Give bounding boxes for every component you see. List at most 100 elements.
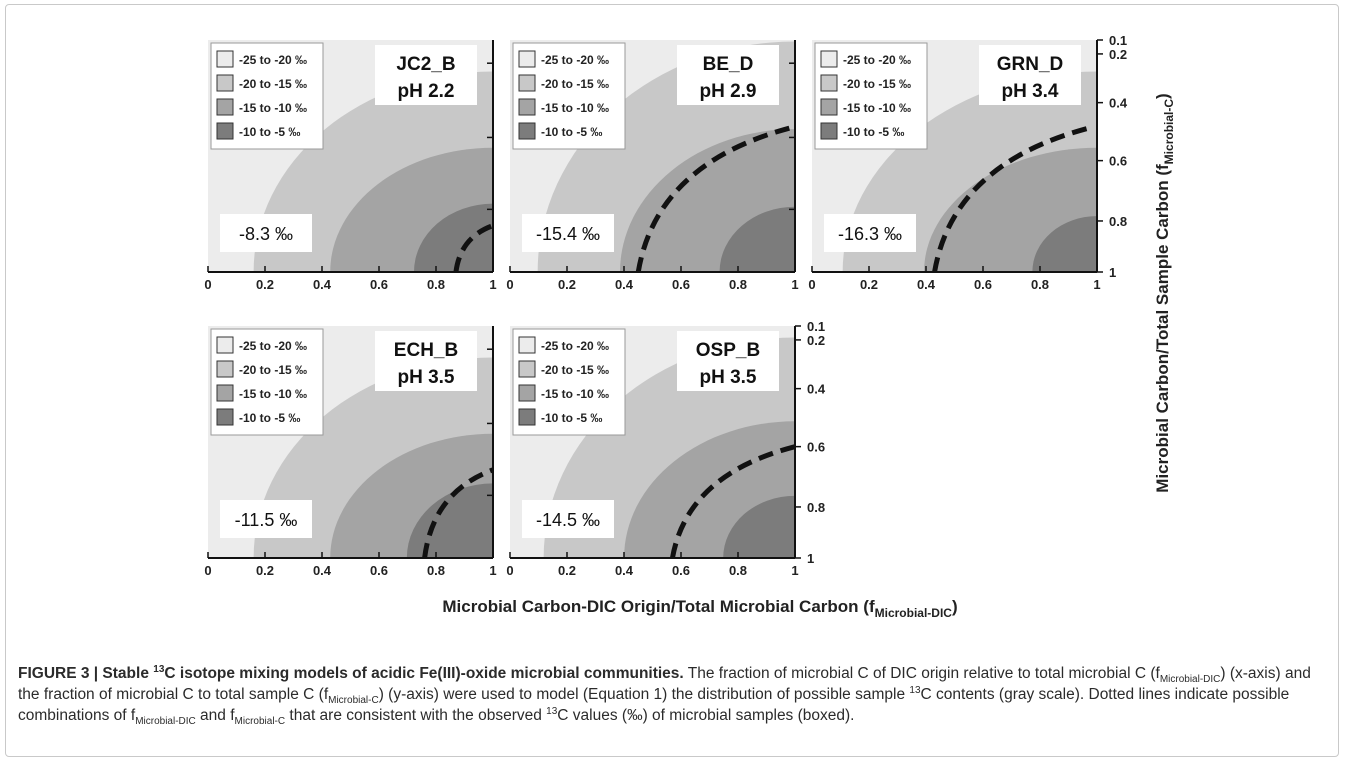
x-tick-label: 0.6 [672, 277, 690, 292]
contour-band [723, 495, 795, 558]
legend-label: -15 to -10 ‰ [541, 387, 609, 401]
y-tick-label: 0.1 [807, 319, 825, 334]
observed-value-box [220, 214, 312, 252]
x-tick-label: 0.4 [313, 277, 332, 292]
caption-sup-2: 13 [909, 684, 921, 696]
legend-swatch [216, 98, 234, 116]
caption-title: C isotope mixing models of acidic Fe(III… [164, 665, 684, 682]
legend-swatch [216, 74, 234, 92]
x-tick-label: 1 [791, 277, 798, 292]
legend-swatch [518, 50, 536, 68]
contour-band [414, 203, 493, 272]
legend-swatch [518, 336, 536, 354]
x-tick-label: 1 [1093, 277, 1100, 292]
x-axis-title-close: ) [952, 597, 958, 616]
legend-label: -10 to -5 ‰ [541, 411, 602, 425]
ph-label: pH 3.5 [397, 367, 454, 388]
x-tick-label: 0 [204, 563, 211, 578]
y-axis-title-sub: Microbial-C [1162, 99, 1176, 165]
legend-label: -10 to -5 ‰ [843, 125, 904, 139]
legend-swatch [518, 384, 536, 402]
y-tick-label: 1 [807, 551, 814, 566]
legend-label: -20 to -15 ‰ [541, 77, 609, 91]
caption-sub-4: Microbial-C [234, 716, 286, 728]
ph-label: pH 2.2 [397, 81, 454, 102]
x-tick-label: 0.4 [615, 563, 634, 578]
observed-value-label: -8.3 ‰ [239, 224, 293, 244]
legend: -25 to -20 ‰ -20 to -15 ‰ -15 to -10 ‰ -10 … [814, 42, 928, 150]
figure-svg: 0 0.2 0.4 0.6 0.8 1 -25 to -20 ‰ -20 to -15 ‰ -1… [204, 33, 1176, 620]
x-tick-label: 0.8 [427, 563, 445, 578]
site-label: BE_D [703, 54, 754, 75]
legend-swatch [216, 50, 234, 68]
caption-text-5: and f [195, 707, 235, 724]
observed-value-box [824, 214, 916, 252]
observed-dashed-line [932, 125, 1090, 272]
caption-sub-2: Microbial-C [328, 695, 379, 707]
caption-sup-13: 13 [153, 663, 165, 675]
x-tick-label: 0.8 [729, 563, 747, 578]
legend-label: -15 to -10 ‰ [843, 101, 911, 115]
x-tick-label: 0.2 [256, 563, 274, 578]
legend-swatch [518, 98, 536, 116]
x-tick-label: 0.6 [370, 277, 388, 292]
contour-band [719, 206, 795, 272]
y-tick-label: 0.8 [807, 500, 825, 515]
caption-sub-1: Microbial-DIC [1159, 674, 1221, 686]
site-label: JC2_B [396, 54, 455, 75]
x-tick-label: 0.6 [974, 277, 992, 292]
y-tick-label: 0.8 [1109, 214, 1127, 229]
site-label-box [979, 45, 1081, 105]
observed-value-label: -14.5 ‰ [536, 510, 600, 530]
legend-swatch [820, 122, 838, 140]
legend-swatch [518, 122, 536, 140]
caption-sup-3: 13 [546, 705, 558, 717]
x-tick-label: 1 [489, 277, 496, 292]
panel-ech-b: 0 0.2 0.4 0.6 0.8 1 -25 to -20 ‰ -20 to -15 ‰ -1… [204, 326, 497, 578]
observed-dashed-line [422, 467, 493, 558]
caption-text-4: C contents (gray scale). Dotted lines in… [18, 686, 1290, 724]
legend-swatch [216, 336, 234, 354]
y-tick-label: 0.6 [1109, 154, 1127, 169]
y-axis-title-main: Microbial Carbon/Total Sample Carbon (f [1153, 164, 1172, 493]
legend-swatch [216, 360, 234, 378]
observed-value-box [522, 214, 614, 252]
caption-heading: FIGURE 3 | Stable 13C isotope mixing mod… [18, 663, 684, 682]
x-tick-label: 0 [204, 277, 211, 292]
legend-label: -25 to -20 ‰ [239, 339, 307, 353]
panels-layer: 0 0.2 0.4 0.6 0.8 1 -25 to -20 ‰ -20 to -15 ‰ -1… [204, 33, 1127, 578]
x-tick-label: 0.6 [370, 563, 388, 578]
panel-osp-b: 0 0.2 0.4 0.6 0.8 10.10.20.40.60.81-25 to -20… [506, 319, 826, 578]
x-tick-label: 0.8 [1031, 277, 1049, 292]
caption-text-1: The fraction of microbial C of DIC origi… [683, 665, 1160, 682]
x-tick-label: 0.4 [917, 277, 936, 292]
x-tick-label: 0.2 [558, 563, 576, 578]
caption-sub-3: Microbial-DIC [135, 716, 196, 728]
ph-label: pH 3.5 [699, 367, 756, 388]
legend: -25 to -20 ‰ -20 to -15 ‰ -15 to -10 ‰ -10 … [210, 42, 324, 150]
observed-dashed-line [453, 223, 493, 272]
site-label: ECH_B [394, 340, 458, 361]
legend-label: -25 to -20 ‰ [541, 339, 609, 353]
legend-swatch [518, 74, 536, 92]
x-tick-label: 0.4 [313, 563, 332, 578]
legend-label: -10 to -5 ‰ [239, 125, 300, 139]
ph-label: pH 2.9 [699, 81, 756, 102]
caption-figure-label: FIGURE 3 | Stable [18, 665, 154, 682]
legend-label: -15 to -10 ‰ [239, 101, 307, 115]
caption-text-7: C values (‰) of microbial samples (boxed… [557, 707, 855, 724]
y-tick-label: 0.4 [807, 382, 826, 397]
site-label: OSP_B [696, 340, 760, 361]
x-tick-label: 1 [791, 563, 798, 578]
y-tick-label: 1 [1109, 265, 1116, 280]
x-tick-label: 0.6 [672, 563, 690, 578]
legend-label: -15 to -10 ‰ [541, 101, 609, 115]
site-label-box [677, 331, 779, 391]
x-tick-label: 0 [506, 563, 513, 578]
y-tick-label: 0.1 [1109, 33, 1127, 48]
legend-label: -20 to -15 ‰ [843, 77, 911, 91]
site-label-box [677, 45, 779, 105]
legend-label: -25 to -20 ‰ [541, 53, 609, 67]
site-label-box [375, 45, 477, 105]
y-tick-label: 0.2 [1109, 47, 1127, 62]
